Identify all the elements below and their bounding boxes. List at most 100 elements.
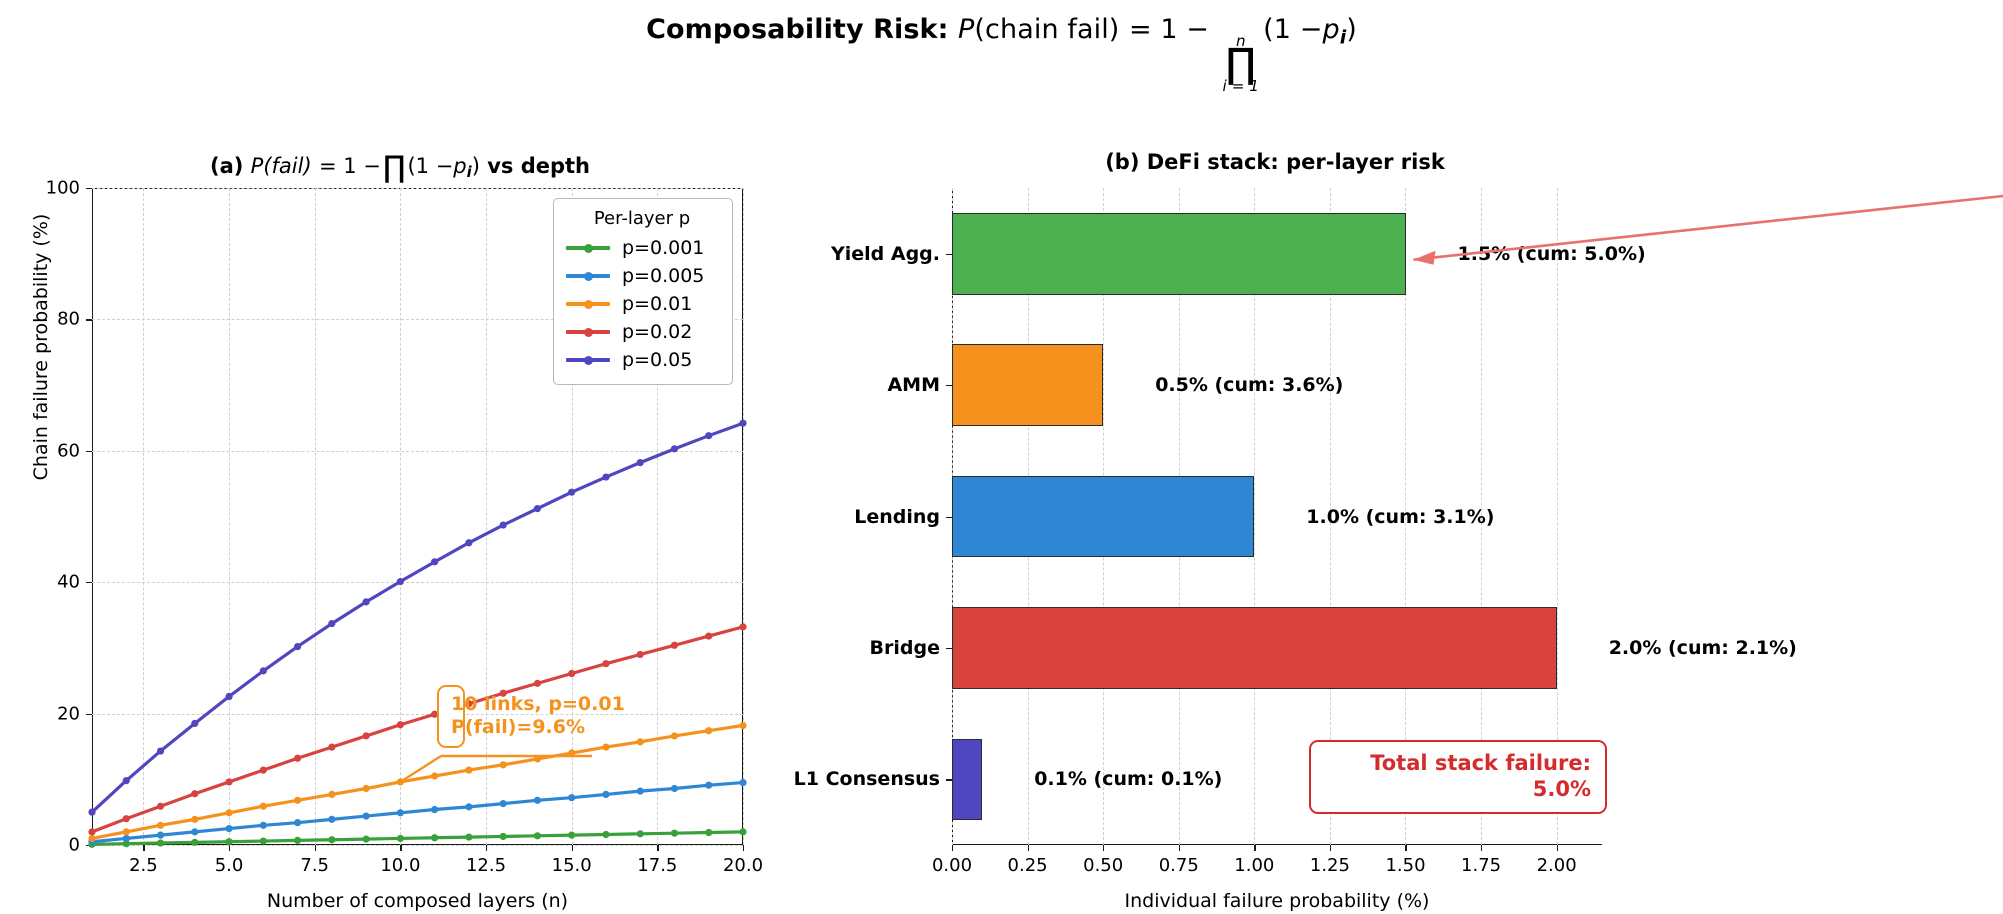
panel-a-series-marker (465, 803, 473, 811)
panel-b-xtick-mark (1481, 845, 1483, 851)
panel-a-series-marker (156, 802, 165, 810)
panel-b-title: (b) DeFi stack: per-layer risk (1105, 150, 1445, 174)
panel-b-category-label: L1 Consensus (793, 768, 940, 791)
legend-item[interactable]: p=0.01 (566, 290, 718, 318)
panel-b-bar[interactable] (952, 475, 1255, 558)
product-lower-limit: i = 1 (1222, 77, 1260, 96)
legend-item[interactable]: p=0.02 (566, 318, 718, 346)
panel-a-title: (a) P(fail) = 1 −∏(1 −pi) vs depth (60, 150, 740, 185)
panel-a-series-marker (362, 812, 370, 820)
panel-b-ytick-mark (946, 385, 952, 387)
panel-b-xtick-label: 2.00 (1536, 855, 1577, 876)
legend-item[interactable]: p=0.005 (566, 262, 718, 290)
legend-item[interactable]: p=0.001 (566, 234, 718, 262)
panel-b-category-label: Bridge (869, 636, 940, 659)
panel-b-bar-value-label: 1.0% (cum: 3.1%) (1306, 505, 1495, 528)
panel-a-ytick-label: 40 (57, 571, 80, 593)
panel-a-title-tail-p: p (453, 153, 467, 178)
panel-b-xtick-label: 1.75 (1461, 855, 1502, 876)
product-symbol-glyph: ∏ (1225, 39, 1257, 88)
panel-a-series-marker (533, 796, 542, 804)
panel-a-title-prefix: (a) (209, 153, 244, 178)
panel-a-series-marker (293, 836, 302, 845)
panel-b-bar[interactable] (952, 607, 1557, 689)
panel-a-title-tail-sub: i (466, 163, 472, 181)
panel-a-series-marker (636, 830, 644, 838)
panel-a-series-marker (328, 790, 336, 799)
panel-a-title-fail: (fail) (263, 153, 312, 178)
panel-a-ytick-mark (86, 582, 92, 584)
panel-a-series-marker (259, 837, 267, 845)
panel-a-series-marker (225, 778, 233, 786)
panel-b-xtick-label: 0.25 (1007, 855, 1048, 876)
panel-b-gridline-vertical (1481, 188, 1483, 845)
panel-b-gridline-vertical (1254, 188, 1256, 845)
panel-b-bar[interactable] (952, 738, 983, 821)
panel-a-series-marker (191, 719, 199, 728)
total-stack-failure-label: Total stack failure: (1370, 751, 1591, 775)
panel-a-series-marker (396, 809, 404, 817)
legend-title: Per-layer p (593, 208, 691, 229)
panel-a-series-marker (602, 473, 610, 481)
panel-a-series-marker (602, 743, 610, 751)
panel-a-annotation-leader (399, 754, 442, 783)
panel-a-gridline-vertical (571, 188, 573, 845)
panel-a-xtick-label: 2.5 (129, 855, 158, 876)
panel-a-series-marker (568, 831, 576, 839)
panel-a-series-marker (705, 632, 713, 640)
panel-a-series-marker (328, 836, 336, 844)
panel-a-series-marker (568, 488, 576, 496)
panel-a-series-marker (499, 800, 507, 808)
panel-a-title-p: P (250, 153, 264, 178)
panel-b-bar[interactable] (952, 344, 1104, 426)
panel-a-series-marker (533, 505, 542, 513)
panel-a-series-marker (431, 834, 439, 842)
panel-a-series-marker (396, 721, 404, 729)
panel-a-ytick-label: 20 (57, 703, 80, 725)
panel-a-series-marker (431, 772, 439, 780)
panel-a-series-marker (259, 667, 267, 675)
figure-title: Composability Risk: P(chain fail) = 1 − … (0, 14, 2003, 94)
panel-b-bar[interactable] (952, 213, 1406, 295)
panel-a-legend[interactable]: Per-layer p p=0.001 p=0.005 p=0.01 p=0.02 p=… (553, 198, 733, 385)
panel-a-series-marker (431, 710, 439, 718)
panel-b-xtick-label: 1.25 (1309, 855, 1350, 876)
figure-title-tail-open: (1 − (1263, 14, 1323, 45)
panel-b-gridline-vertical (1556, 188, 1558, 845)
panel-a-xlabel: Number of composed layers (n) (266, 890, 569, 912)
figure-title-equals: = 1 − (1128, 14, 1210, 45)
panel-a-series-marker (259, 766, 267, 774)
panel-a-series-marker (122, 815, 130, 823)
panel-b-xtick-mark (1178, 845, 1181, 851)
legend-item-label: p=0.05 (622, 349, 693, 371)
legend-color-swatch (566, 322, 610, 342)
panel-a-xtick-mark (486, 845, 488, 851)
figure-title-tail-subscript: i (1339, 26, 1347, 49)
panel-a-gridline-horizontal (92, 188, 743, 189)
panel-a-series-marker (122, 834, 130, 843)
panel-a-ytick-label: 80 (57, 308, 80, 330)
panel-a-series-marker (705, 727, 713, 735)
panel-a-gridline-vertical (657, 188, 659, 845)
panel-a-line-chart: (a) P(fail) = 1 −∏(1 −pi) vs depth Chain… (0, 0, 763, 914)
product-operator: n ∏ i = 1 (1222, 33, 1260, 96)
legend-color-swatch (566, 294, 610, 314)
panel-a-series-marker (362, 732, 370, 740)
legend-color-swatch (566, 266, 610, 286)
legend-item[interactable]: p=0.05 (566, 346, 718, 374)
panel-b-ytick-mark (946, 779, 952, 781)
panel-a-series-marker (670, 784, 679, 793)
panel-a-series-marker (739, 419, 747, 427)
panel-a-series-marker (362, 835, 370, 843)
panel-a-gridline-vertical (743, 188, 744, 845)
panel-a-series-marker (499, 521, 507, 529)
panel-a-ytick-label: 0 (68, 834, 80, 856)
panel-a-xtick-label: 15.0 (551, 855, 592, 876)
panel-a-series-marker (362, 598, 370, 606)
panel-a-xtick-mark (400, 845, 402, 851)
panel-b-xtick-mark (952, 845, 954, 851)
panel-a-series-marker (465, 766, 473, 774)
panel-a-series-marker (328, 815, 336, 823)
legend-marker-icon (583, 299, 593, 309)
